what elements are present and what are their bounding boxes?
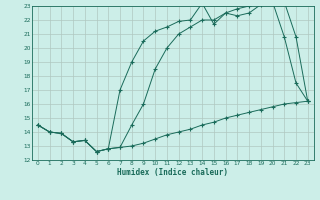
X-axis label: Humidex (Indice chaleur): Humidex (Indice chaleur) (117, 168, 228, 177)
